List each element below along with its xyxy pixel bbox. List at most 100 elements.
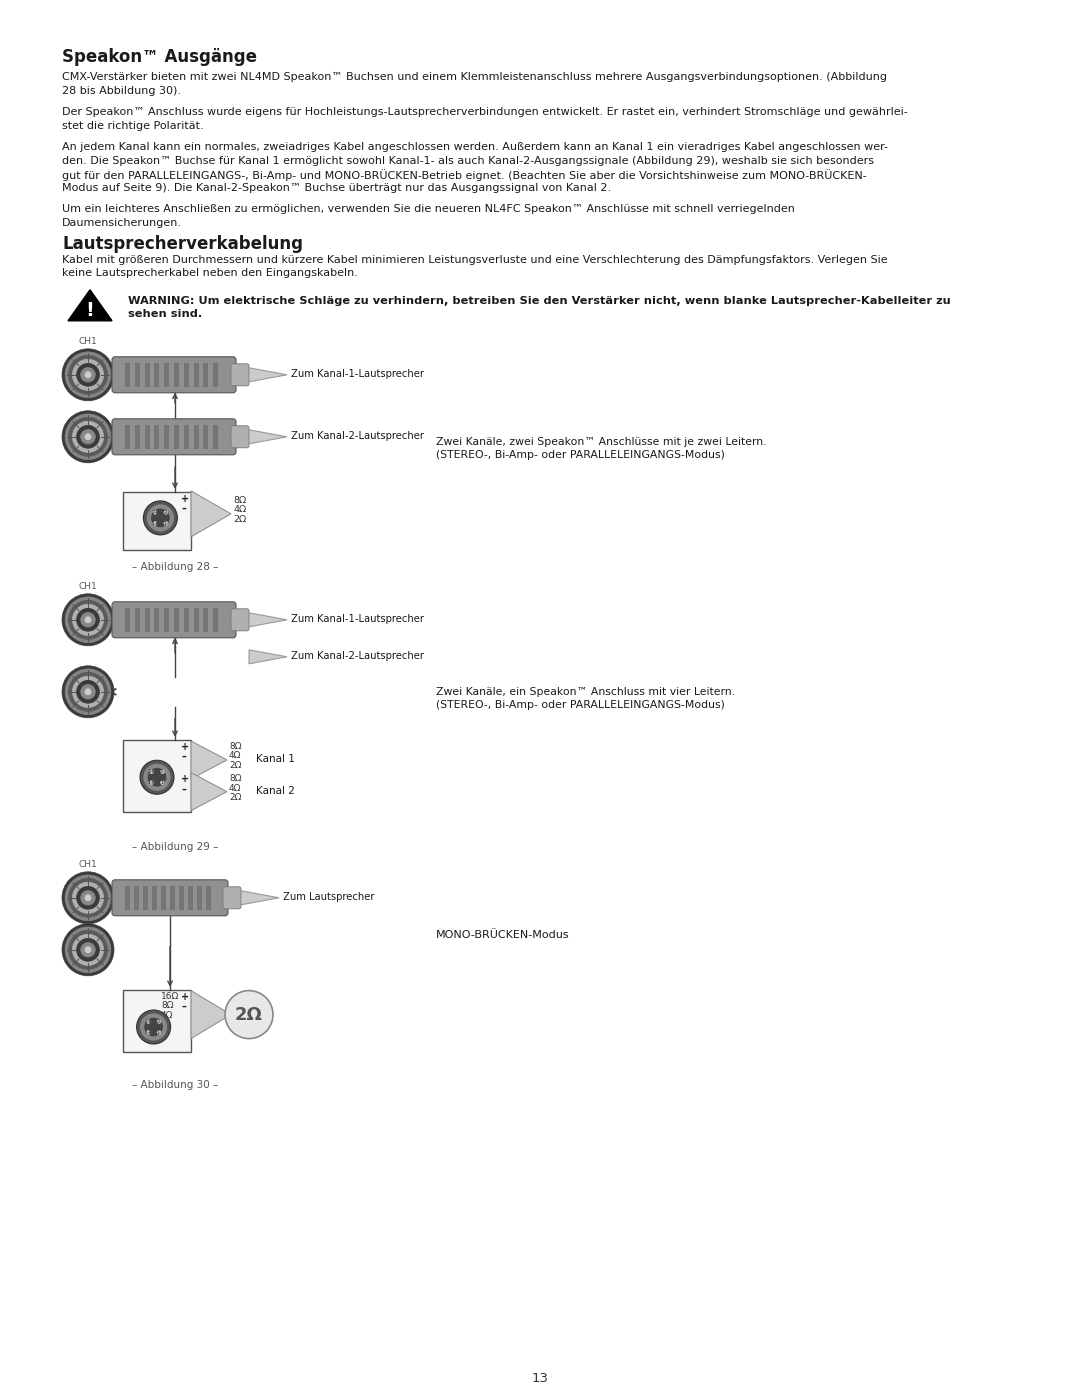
Circle shape	[68, 355, 108, 394]
Text: 4Ω: 4Ω	[229, 752, 241, 760]
Polygon shape	[68, 289, 112, 321]
Circle shape	[225, 990, 273, 1038]
Circle shape	[72, 359, 104, 390]
Polygon shape	[191, 773, 227, 810]
Circle shape	[81, 943, 95, 957]
Bar	[174, 608, 179, 631]
Text: Kabel mit größeren Durchmessern und kürzere Kabel minimieren Leistungsverluste u: Kabel mit größeren Durchmessern und kürz…	[62, 254, 888, 265]
FancyBboxPatch shape	[231, 609, 249, 631]
Bar	[184, 363, 189, 387]
Text: Zum Kanal-1-Lautsprecher: Zum Kanal-1-Lautsprecher	[291, 369, 424, 379]
Text: Um ein leichteres Anschließen zu ermöglichen, verwenden Sie die neueren NL4FC Sp: Um ein leichteres Anschließen zu ermögli…	[62, 204, 795, 214]
FancyBboxPatch shape	[231, 363, 249, 386]
Bar	[125, 425, 130, 448]
Text: 2+: 2+	[145, 1018, 152, 1024]
Text: Der Speakon™ Anschluss wurde eigens für Hochleistungs-Lautsprecherverbindungen e: Der Speakon™ Anschluss wurde eigens für …	[62, 108, 908, 117]
Text: 4Ω: 4Ω	[233, 506, 246, 514]
Text: 1-: 1-	[157, 1030, 162, 1035]
Bar	[135, 608, 139, 631]
Bar	[174, 363, 179, 387]
Text: 8Ω: 8Ω	[229, 742, 242, 750]
Circle shape	[145, 1017, 163, 1037]
Text: 2Ω: 2Ω	[229, 761, 241, 770]
FancyBboxPatch shape	[222, 887, 241, 909]
Bar	[134, 886, 139, 909]
Text: 2-: 2-	[157, 1018, 162, 1024]
Bar	[143, 886, 148, 909]
Text: CH1: CH1	[79, 337, 97, 346]
Bar	[206, 886, 211, 909]
Text: Zum Kanal-2-Lautsprecher: Zum Kanal-2-Lautsprecher	[291, 651, 424, 661]
Bar	[164, 608, 170, 631]
Circle shape	[68, 672, 108, 711]
Bar	[203, 425, 208, 448]
Polygon shape	[191, 990, 231, 1038]
Circle shape	[160, 770, 164, 774]
Circle shape	[85, 894, 91, 901]
Circle shape	[81, 890, 95, 905]
Bar	[145, 363, 150, 387]
Text: sehen sind.: sehen sind.	[129, 309, 202, 320]
Circle shape	[77, 425, 99, 448]
Circle shape	[72, 422, 104, 453]
Bar	[213, 425, 218, 448]
Polygon shape	[249, 650, 287, 664]
Bar	[154, 363, 160, 387]
Text: !: !	[85, 302, 94, 320]
Circle shape	[144, 764, 171, 791]
Text: Zum Kanal-2-Lautsprecher: Zum Kanal-2-Lautsprecher	[291, 430, 424, 441]
Circle shape	[65, 352, 111, 398]
Text: Zwei Kanäle, ein Speakon™ Anschluss mit vier Leitern.: Zwei Kanäle, ein Speakon™ Anschluss mit …	[436, 687, 735, 697]
Circle shape	[68, 601, 108, 640]
Circle shape	[157, 1030, 161, 1035]
Text: 1+: 1+	[145, 1030, 152, 1035]
FancyBboxPatch shape	[112, 880, 228, 916]
Circle shape	[157, 1020, 161, 1024]
Bar	[145, 608, 150, 631]
Circle shape	[77, 608, 99, 631]
Text: CH1: CH1	[79, 859, 97, 869]
Text: 2+: 2+	[148, 770, 156, 774]
Bar	[179, 886, 184, 909]
Text: MONO-BRÜCKEN-Modus: MONO-BRÜCKEN-Modus	[436, 930, 569, 940]
Text: –: –	[181, 784, 186, 795]
Circle shape	[65, 414, 111, 460]
Circle shape	[81, 429, 95, 444]
Circle shape	[85, 947, 91, 953]
Circle shape	[85, 372, 91, 379]
Text: keine Lautsprecherkabel neben den Eingangskabeln.: keine Lautsprecherkabel neben den Eingan…	[62, 268, 357, 278]
Circle shape	[68, 930, 108, 970]
Text: 2Ω: 2Ω	[233, 515, 246, 524]
Circle shape	[81, 367, 95, 383]
Polygon shape	[191, 490, 231, 536]
Bar	[203, 363, 208, 387]
Circle shape	[72, 882, 104, 914]
Text: gut für den PARALLELEINGANGS-, Bi-Amp- und MONO-BRÜCKEN-Betrieb eignet. (Beachte: gut für den PARALLELEINGANGS-, Bi-Amp- u…	[62, 169, 867, 182]
Circle shape	[81, 685, 95, 698]
Circle shape	[68, 879, 108, 918]
Bar	[145, 425, 150, 448]
Bar	[213, 363, 218, 387]
Circle shape	[62, 872, 114, 923]
Bar	[193, 363, 199, 387]
Text: CMX-Verstärker bieten mit zwei NL4MD Speakon™ Buchsen und einem Klemmleistenansc: CMX-Verstärker bieten mit zwei NL4MD Spe…	[62, 73, 887, 82]
Circle shape	[77, 886, 99, 909]
Text: 1+: 1+	[148, 780, 156, 785]
Text: 1-: 1-	[163, 521, 168, 525]
Circle shape	[85, 433, 91, 440]
Circle shape	[72, 676, 104, 707]
Text: +: +	[181, 742, 189, 752]
Circle shape	[85, 689, 91, 694]
Bar	[125, 363, 130, 387]
Text: stet die richtige Polarität.: stet die richtige Polarität.	[62, 120, 204, 130]
Circle shape	[65, 597, 111, 643]
Circle shape	[148, 768, 166, 787]
Text: 2-: 2-	[160, 770, 165, 774]
Circle shape	[77, 363, 99, 386]
Circle shape	[146, 1020, 150, 1024]
Bar	[184, 608, 189, 631]
Bar	[123, 740, 191, 812]
Text: – Abbildung 30 –: – Abbildung 30 –	[132, 1080, 218, 1090]
Circle shape	[140, 1013, 167, 1041]
Text: CH2: CH2	[79, 453, 97, 462]
